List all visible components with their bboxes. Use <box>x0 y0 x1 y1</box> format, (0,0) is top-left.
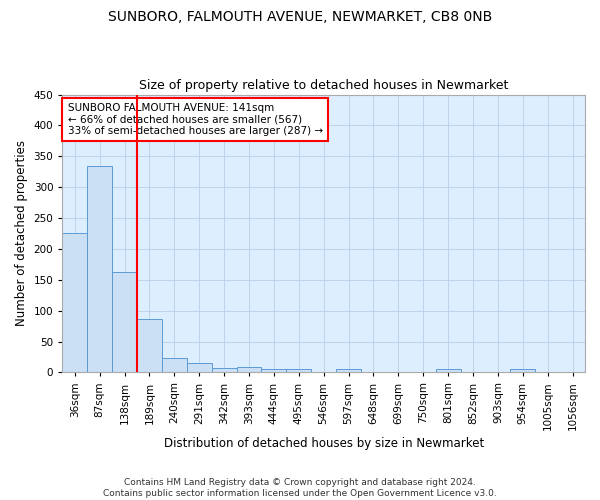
Y-axis label: Number of detached properties: Number of detached properties <box>15 140 28 326</box>
Bar <box>262 370 286 372</box>
Bar <box>87 166 112 372</box>
Bar <box>436 370 461 372</box>
Bar <box>511 370 535 372</box>
Bar <box>162 358 187 372</box>
Bar <box>336 370 361 372</box>
X-axis label: Distribution of detached houses by size in Newmarket: Distribution of detached houses by size … <box>164 437 484 450</box>
Text: SUNBORO FALMOUTH AVENUE: 141sqm
← 66% of detached houses are smaller (567)
33% o: SUNBORO FALMOUTH AVENUE: 141sqm ← 66% of… <box>68 103 323 136</box>
Bar <box>236 368 262 372</box>
Bar <box>112 272 137 372</box>
Bar <box>187 362 212 372</box>
Bar <box>212 368 236 372</box>
Title: Size of property relative to detached houses in Newmarket: Size of property relative to detached ho… <box>139 79 508 92</box>
Bar <box>286 370 311 372</box>
Bar <box>62 234 87 372</box>
Text: SUNBORO, FALMOUTH AVENUE, NEWMARKET, CB8 0NB: SUNBORO, FALMOUTH AVENUE, NEWMARKET, CB8… <box>108 10 492 24</box>
Text: Contains HM Land Registry data © Crown copyright and database right 2024.
Contai: Contains HM Land Registry data © Crown c… <box>103 478 497 498</box>
Bar <box>137 318 162 372</box>
